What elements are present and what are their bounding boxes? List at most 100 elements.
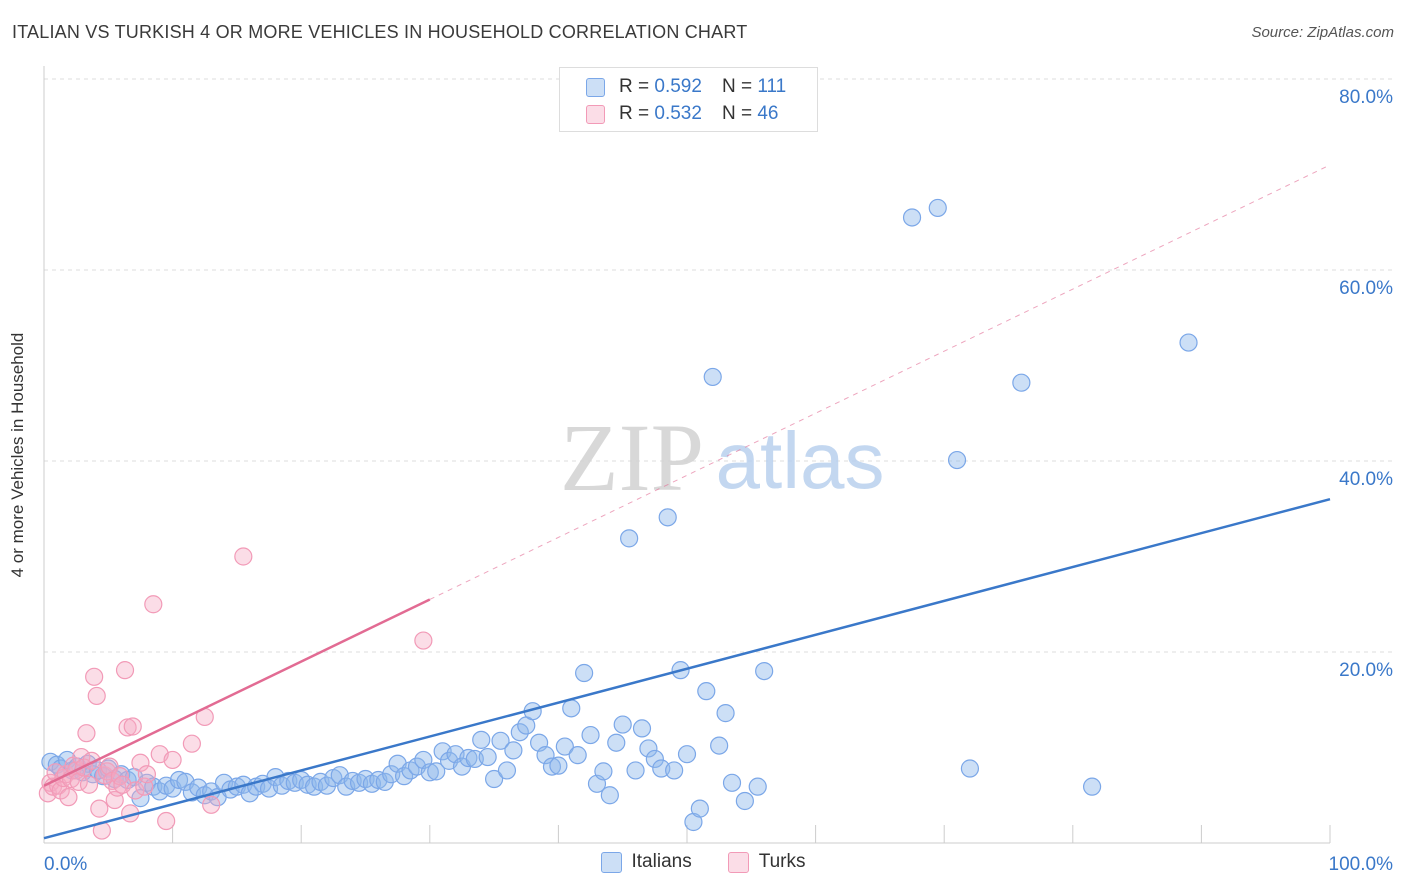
italians-point xyxy=(510,723,529,742)
italians-point xyxy=(735,791,754,811)
turks-point xyxy=(79,775,99,794)
italians-point xyxy=(491,731,510,750)
italians-point xyxy=(690,799,709,818)
italians-point xyxy=(960,759,980,778)
turks-point xyxy=(144,595,163,614)
legend-item-italians: Italians xyxy=(600,851,692,873)
turks-point xyxy=(85,667,104,686)
legend-row-italians: R = 0.592 N = 111 xyxy=(586,75,786,99)
italians-point xyxy=(902,208,922,227)
turks-trend-extension xyxy=(429,164,1331,600)
legend-r-value-turks: 0.532 xyxy=(654,103,702,124)
legend-n-label: N = xyxy=(721,76,753,97)
turks-point xyxy=(87,686,106,706)
italians-point xyxy=(459,748,478,768)
italians-point xyxy=(581,725,600,745)
italians-point xyxy=(947,450,967,470)
turks-point xyxy=(72,747,91,767)
legend-n-value-turks: 46 xyxy=(757,103,779,124)
italians-point xyxy=(542,757,562,776)
italians-point xyxy=(594,762,613,781)
turks-point xyxy=(108,778,127,797)
italians-point xyxy=(639,739,658,758)
legend-swatch-italians xyxy=(586,77,605,97)
axes xyxy=(43,66,1331,844)
italians-point xyxy=(703,367,722,387)
italians-point xyxy=(645,749,664,769)
italians-point xyxy=(536,746,555,765)
turks-point xyxy=(59,788,78,807)
italians-point xyxy=(562,699,581,718)
y-tick-label-40: 40.0% xyxy=(1339,469,1393,490)
italians-point xyxy=(600,786,619,805)
italians-point xyxy=(555,737,574,756)
italians-point xyxy=(613,715,632,734)
italians-point xyxy=(658,508,677,527)
italians-point xyxy=(620,529,639,548)
turks-point xyxy=(414,631,433,650)
italians-point xyxy=(632,719,652,738)
legend-n-label: N = xyxy=(721,103,753,124)
grid-lines xyxy=(44,78,1392,653)
watermark-zip: ZIP xyxy=(560,404,704,511)
italians-point xyxy=(575,663,594,683)
data-points xyxy=(38,198,1198,840)
turks-point xyxy=(202,795,221,814)
italians-point xyxy=(1012,373,1031,392)
italians-point xyxy=(375,772,394,791)
turks-point xyxy=(234,547,253,566)
italians-point xyxy=(420,763,439,782)
italians-point xyxy=(485,769,504,789)
legend-r-label: R = xyxy=(619,103,650,124)
italians-point xyxy=(697,682,716,701)
turks-point xyxy=(115,661,135,680)
italians-point xyxy=(169,770,189,790)
italians-point xyxy=(317,776,337,795)
italians-point xyxy=(607,733,626,752)
italians-point xyxy=(472,730,491,749)
italians-point xyxy=(710,736,729,755)
turks-point xyxy=(163,750,182,770)
italians-point xyxy=(549,756,568,775)
y-tick-label-20: 20.0% xyxy=(1339,660,1393,681)
turks-point xyxy=(126,781,145,800)
chart-title: ITALIAN VS TURKISH 4 OR MORE VEHICLES IN… xyxy=(12,22,748,42)
turks-trend-line xyxy=(43,598,431,787)
legend-item-turks: Turks xyxy=(727,851,806,873)
italians-point xyxy=(427,762,446,781)
italians-point xyxy=(497,761,517,780)
italians-point xyxy=(1179,333,1198,352)
turks-point xyxy=(182,734,201,753)
chart-source: Source: ZipAtlas.com xyxy=(1251,24,1394,41)
turks-point xyxy=(137,765,156,784)
y-tick-label-80: 80.0% xyxy=(1339,87,1393,108)
legend-n-value-italians: 111 xyxy=(757,76,787,97)
italians-point xyxy=(626,761,645,780)
tick-labels: 20.0% 40.0% 60.0% 80.0% 0.0% 100.0% xyxy=(44,87,1393,875)
turks-point xyxy=(118,718,137,737)
legend-r-value-italians: 0.592 xyxy=(654,76,702,97)
italians-point xyxy=(279,771,298,791)
italians-point xyxy=(716,704,735,723)
italians-point xyxy=(722,773,742,792)
italians-point xyxy=(928,198,947,218)
turks-point xyxy=(123,717,142,736)
turks-point xyxy=(77,724,96,743)
trend-lines xyxy=(43,164,1331,840)
legend-swatch-turks xyxy=(586,104,605,124)
y-tick-label-60: 60.0% xyxy=(1339,278,1393,299)
y-axis-label: 4 or more Vehicles in Household xyxy=(8,332,27,578)
turks-point xyxy=(69,772,88,791)
legend-row-turks: R = 0.532 N = 46 xyxy=(586,102,778,126)
x-tick-label-end: 100.0% xyxy=(1329,854,1394,875)
italians-point xyxy=(568,746,587,765)
x-tick-label-start: 0.0% xyxy=(44,854,87,875)
italians-point xyxy=(677,745,697,764)
turks-point xyxy=(131,753,150,772)
legend-label-italians: Italians xyxy=(631,851,692,872)
turks-point xyxy=(157,811,176,831)
turks-point xyxy=(90,799,109,818)
watermark-atlas: atlas xyxy=(716,416,885,505)
italians-point xyxy=(755,661,774,681)
